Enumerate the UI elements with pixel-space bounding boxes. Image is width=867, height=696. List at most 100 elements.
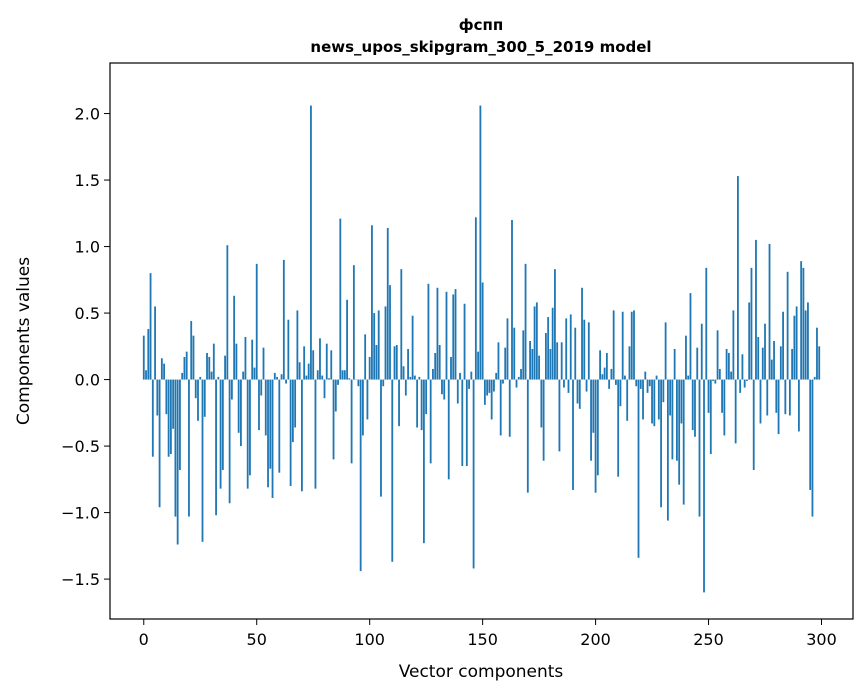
bar (802, 267, 805, 380)
bar (569, 314, 572, 380)
bar (413, 375, 416, 380)
bar (221, 379, 224, 471)
bar (287, 319, 290, 380)
bar (612, 310, 615, 380)
bar (669, 379, 672, 416)
bar (310, 105, 312, 380)
bar (513, 327, 516, 380)
bar (493, 379, 495, 392)
bar (371, 225, 373, 380)
bar (578, 379, 581, 409)
bar (694, 379, 696, 437)
bar (479, 105, 482, 380)
bar (678, 379, 681, 485)
bar (576, 379, 579, 404)
bar (441, 379, 443, 395)
bar (228, 379, 231, 504)
bar (800, 261, 803, 380)
bar (554, 269, 556, 380)
bar (434, 352, 437, 380)
bar (727, 352, 730, 380)
bar (172, 379, 175, 429)
bar (298, 362, 301, 380)
bar (673, 348, 676, 380)
bar (743, 379, 746, 388)
bar-series (142, 105, 821, 593)
bar (366, 379, 369, 420)
bar (242, 371, 245, 380)
bar (262, 347, 265, 380)
bar (343, 370, 346, 380)
bar (691, 379, 694, 431)
bar (795, 306, 798, 380)
bar (515, 379, 518, 388)
bar (375, 344, 378, 380)
bar (321, 375, 324, 380)
bar (804, 310, 807, 380)
bar (474, 217, 477, 380)
bar (610, 368, 613, 380)
bar (617, 379, 620, 477)
bar (147, 329, 150, 380)
bar (384, 306, 387, 380)
bar (563, 379, 565, 388)
bar (587, 322, 590, 380)
bar (529, 341, 531, 380)
bar (334, 379, 337, 412)
bar (572, 379, 574, 490)
bar (145, 370, 147, 380)
bar (797, 379, 800, 432)
bar (255, 263, 258, 380)
bar (445, 291, 448, 380)
bar (531, 348, 534, 380)
bar (463, 303, 466, 380)
bar (400, 269, 403, 380)
bar (246, 379, 249, 489)
bar (676, 379, 678, 461)
bar (382, 379, 385, 387)
bar (271, 379, 274, 498)
bar (362, 379, 364, 436)
bar (346, 299, 348, 380)
x-axis-label: Vector components (399, 662, 564, 682)
bar (199, 376, 202, 380)
bar (332, 379, 335, 460)
bar (285, 379, 287, 384)
bar (219, 379, 222, 489)
bar (680, 379, 683, 424)
bar (506, 318, 509, 380)
bar (768, 243, 771, 380)
bar (436, 287, 439, 380)
bar (483, 379, 486, 405)
bar (402, 366, 405, 380)
bar (443, 379, 446, 400)
bar (224, 355, 226, 380)
bar (511, 219, 513, 380)
bar (251, 339, 254, 380)
y-tick-label: 2.0 (75, 105, 100, 124)
bar (807, 302, 809, 380)
bar (725, 348, 728, 380)
bar (574, 327, 577, 380)
bar (714, 379, 717, 384)
bar (594, 379, 597, 493)
bar (761, 347, 764, 380)
bar (698, 379, 701, 517)
bar (427, 283, 430, 380)
bar (280, 374, 283, 380)
bar (169, 379, 172, 455)
bar (350, 379, 353, 464)
bar (542, 379, 545, 461)
bar (560, 342, 563, 380)
bar (497, 342, 500, 380)
bar (307, 363, 310, 380)
bar (639, 379, 642, 389)
bar (185, 351, 188, 380)
bar (454, 289, 457, 380)
bar (181, 372, 184, 380)
bar (319, 338, 321, 380)
bar (644, 371, 647, 380)
bar (314, 379, 317, 489)
